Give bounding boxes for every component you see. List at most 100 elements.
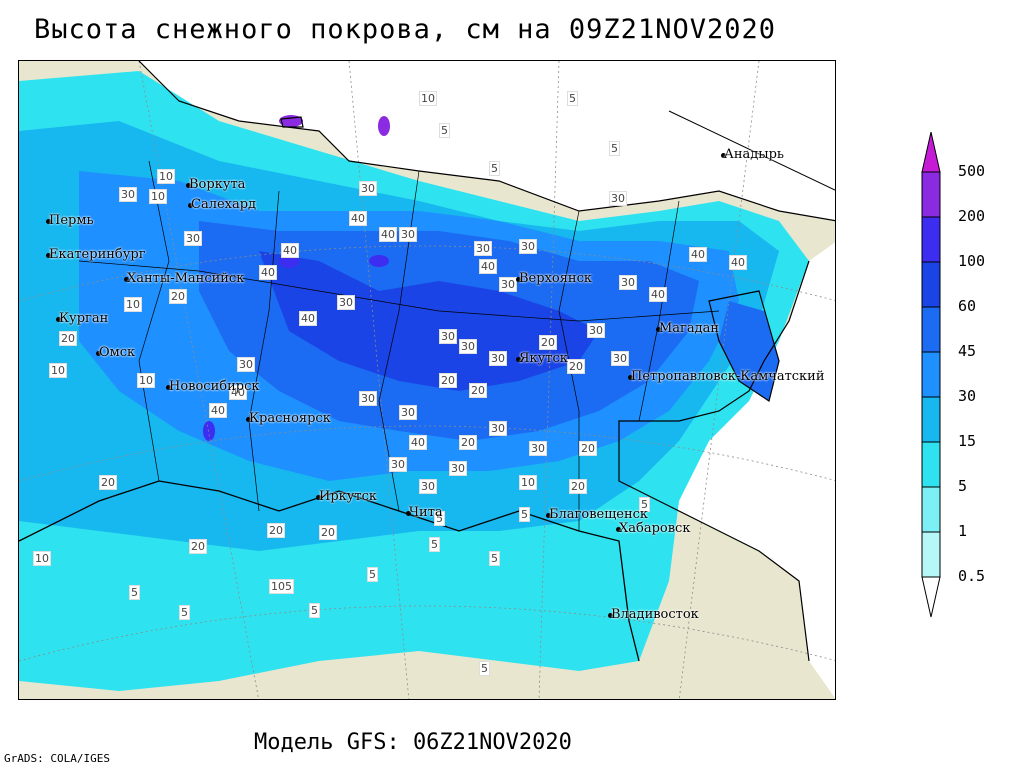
legend-top-arrow bbox=[921, 131, 941, 173]
legend-box-5 bbox=[921, 441, 941, 488]
contour-value-label: 30 bbox=[439, 329, 457, 344]
contour-value-label: 10 bbox=[124, 297, 142, 312]
contour-value-label: 10 bbox=[137, 373, 155, 388]
contour-value-label: 40 bbox=[259, 265, 277, 280]
contour-value-label: 30 bbox=[587, 323, 605, 338]
arctic-ocean bbox=[139, 61, 835, 221]
legend-box-1 bbox=[921, 486, 941, 533]
city-marker bbox=[628, 375, 633, 380]
contour-value-label: 30 bbox=[519, 239, 537, 254]
contour-value-label: 40 bbox=[229, 385, 247, 400]
city-marker bbox=[616, 527, 621, 532]
snow-peak-severnaya-zemlya bbox=[378, 116, 390, 136]
contour-value-label: 5 bbox=[309, 603, 320, 618]
contour-value-label: 20 bbox=[539, 335, 557, 350]
city-label: Иркутск bbox=[319, 489, 378, 504]
contour-value-label: 30 bbox=[184, 231, 202, 246]
city-label: Омск bbox=[99, 345, 136, 360]
legend-box-200 bbox=[921, 171, 941, 218]
contour-value-label: 30 bbox=[529, 441, 547, 456]
contour-value-label: 105 bbox=[269, 579, 294, 594]
city-label: Воркута bbox=[189, 177, 246, 192]
city-label: Владивосток bbox=[611, 607, 699, 622]
city-marker bbox=[166, 385, 171, 390]
city-marker bbox=[188, 203, 193, 208]
contour-value-label: 20 bbox=[459, 435, 477, 450]
legend-label: 45 bbox=[958, 342, 977, 360]
legend-label: 60 bbox=[958, 297, 977, 315]
legend-label: 0.5 bbox=[958, 567, 986, 585]
map-area[interactable]: 10 5 10 5 5 5 10 30 30 30 30 40 40 30 40 40 40 30 30 40 30 30… bbox=[18, 60, 836, 700]
city-label: Чита bbox=[409, 505, 443, 520]
legend-colorbar bbox=[921, 131, 941, 618]
contour-value-label: 5 bbox=[479, 661, 490, 676]
contour-value-label: 5 bbox=[429, 537, 440, 552]
city-label: Магадан bbox=[659, 321, 720, 336]
contour-value-label: 40 bbox=[729, 255, 747, 270]
legend-label: 1 bbox=[958, 522, 968, 540]
contour-value-label: 5 bbox=[489, 551, 500, 566]
city-label: Якутск bbox=[519, 351, 568, 366]
contour-value-label: 5 bbox=[489, 161, 500, 176]
contour-value-label: 20 bbox=[319, 525, 337, 540]
city-label: Ханты-Мансийск bbox=[127, 271, 245, 286]
city-marker bbox=[406, 511, 411, 516]
city-marker bbox=[46, 253, 51, 258]
kamchatka-snow bbox=[719, 301, 779, 401]
legend-label: 200 bbox=[958, 207, 986, 225]
city-marker bbox=[656, 327, 661, 332]
city-label: Курган bbox=[59, 311, 109, 326]
snow-peak-altai bbox=[203, 421, 215, 441]
legend-box-15 bbox=[921, 396, 941, 443]
contour-value-label: 10 bbox=[519, 475, 537, 490]
legend-label: 500 bbox=[958, 162, 986, 180]
city-marker bbox=[546, 513, 551, 518]
contour-value-label: 5 bbox=[179, 605, 190, 620]
contour-value-label: 20 bbox=[169, 289, 187, 304]
contour-value-label: 20 bbox=[567, 359, 585, 374]
contour-value-label: 30 bbox=[419, 479, 437, 494]
city-label: Красноярск bbox=[249, 411, 331, 426]
contour-value-label: 20 bbox=[579, 441, 597, 456]
contour-value-label: 10 bbox=[149, 189, 167, 204]
contour-value-label: 20 bbox=[99, 475, 117, 490]
legend-label: 100 bbox=[958, 252, 986, 270]
snow-depth-map bbox=[19, 61, 835, 699]
contour-value-label: 10 bbox=[33, 551, 51, 566]
city-marker bbox=[516, 277, 521, 282]
contour-value-label: 40 bbox=[379, 227, 397, 242]
city-marker bbox=[124, 277, 129, 282]
contour-value-label: 20 bbox=[439, 373, 457, 388]
contour-value-label: 40 bbox=[649, 287, 667, 302]
contour-value-label: 20 bbox=[189, 539, 207, 554]
contour-value-label: 40 bbox=[281, 243, 299, 258]
city-marker bbox=[721, 153, 726, 158]
city-marker bbox=[56, 317, 61, 322]
contour-value-label: 5 bbox=[567, 91, 578, 106]
contour-value-label: 5 bbox=[519, 507, 530, 522]
legend-label: 5 bbox=[958, 477, 968, 495]
contour-value-label: 30 bbox=[237, 357, 255, 372]
legend-box-60 bbox=[921, 261, 941, 308]
software-credit: GrADS: COLA/IGES bbox=[4, 752, 110, 765]
contour-value-label: 30 bbox=[489, 351, 507, 366]
legend: 500 200 100 60 45 30 15 5 1 0.5 bbox=[918, 131, 1018, 642]
contour-value-label: 40 bbox=[209, 403, 227, 418]
contour-value-label: 30 bbox=[474, 241, 492, 256]
city-marker bbox=[516, 357, 521, 362]
contour-value-label: 30 bbox=[389, 457, 407, 472]
contour-value-label: 10 bbox=[419, 91, 437, 106]
pacific-ocean bbox=[619, 242, 835, 699]
legend-box-30 bbox=[921, 351, 941, 398]
legend-bottom-arrow bbox=[921, 576, 941, 618]
contour-value-label: 30 bbox=[499, 277, 517, 292]
city-label: Салехард bbox=[191, 197, 257, 212]
city-label: Благовещенск bbox=[549, 507, 649, 522]
contour-value-label: 5 bbox=[609, 141, 620, 156]
model-run-label: Модель GFS: 06Z21NOV2020 bbox=[254, 730, 572, 755]
contour-value-label: 40 bbox=[409, 435, 427, 450]
contour-value-label: 20 bbox=[59, 331, 77, 346]
contour-value-label: 5 bbox=[439, 123, 450, 138]
contour-value-label: 20 bbox=[569, 479, 587, 494]
contour-value-label: 5 bbox=[367, 567, 378, 582]
